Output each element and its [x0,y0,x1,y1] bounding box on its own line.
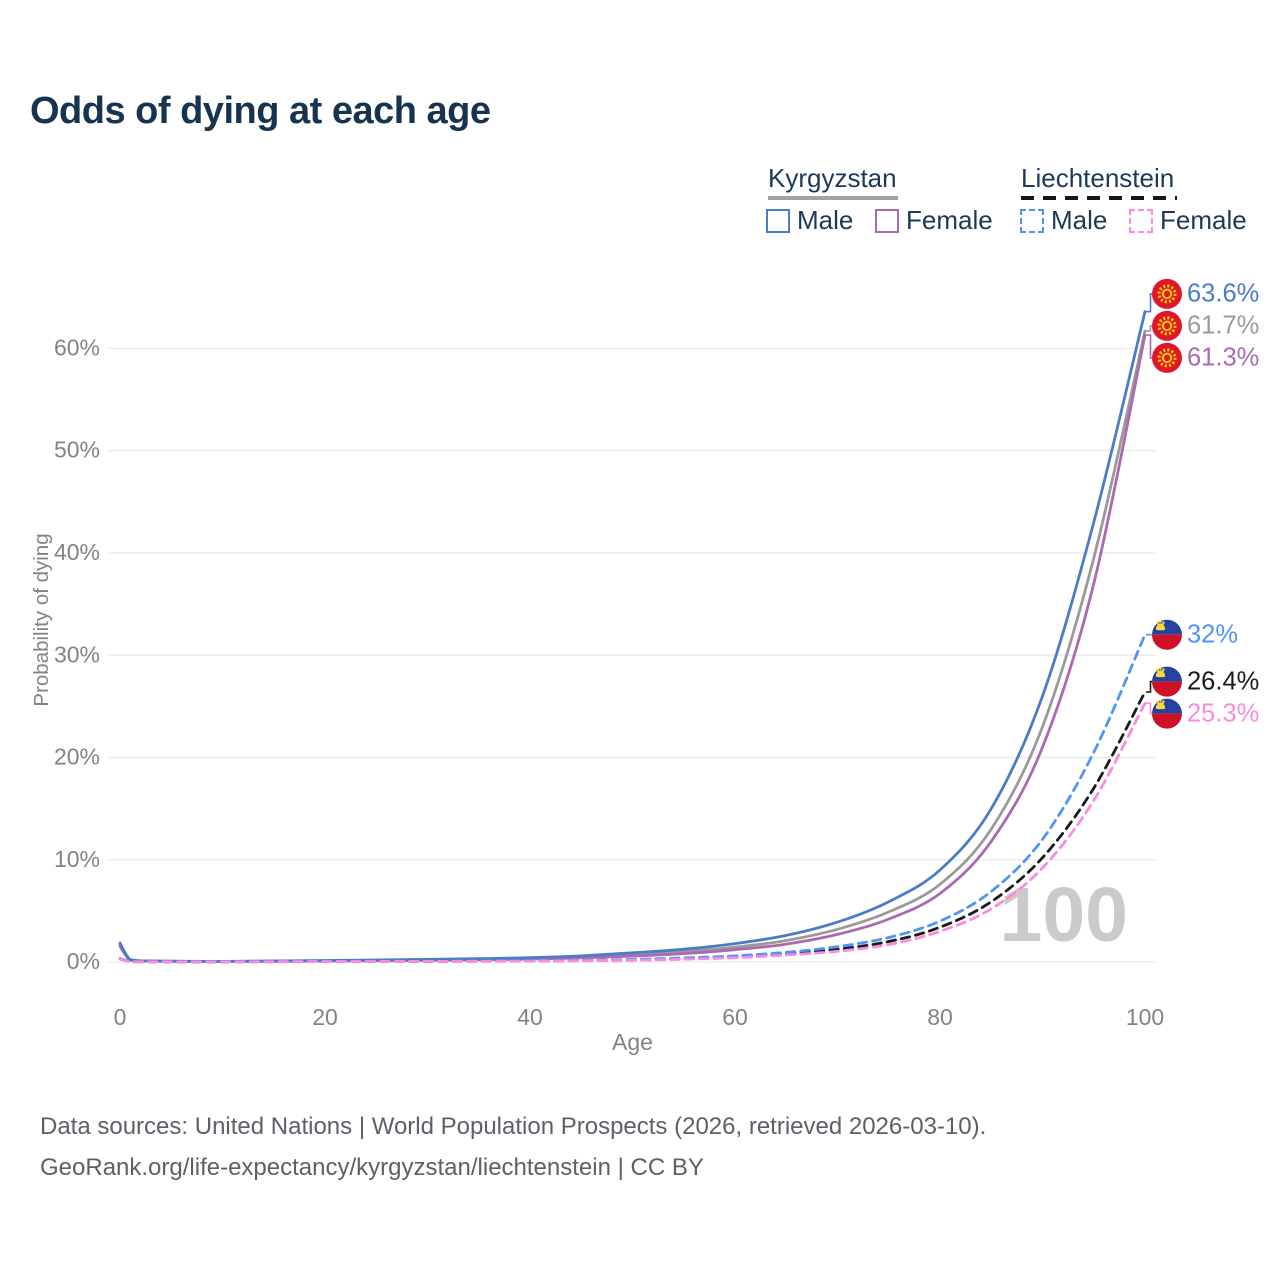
flag-kyrgyzstan-icon-kg-female [1152,342,1182,373]
leader-line-li-female [1146,702,1152,715]
legend-item-kyrgyzstan-female[interactable]: Female [875,205,993,236]
footer-data-sources: Data sources: United Nations | World Pop… [40,1113,987,1140]
legend-item-label: Male [1051,205,1108,235]
end-label-kg-male: 63.6% [1187,280,1259,308]
x-tick-label: 0 [114,1004,127,1030]
leader-line-kg-female [1146,334,1152,359]
line-li-female [118,701,1147,964]
flag-liechtenstein-icon-li-all [1152,666,1182,697]
x-axis-title: Age [612,1029,653,1055]
y-axis-title: Probability of dying [30,533,53,706]
x-tick-label: 40 [517,1004,543,1030]
legend-item-liechtenstein-female[interactable]: Female [1129,205,1247,236]
legend-item-liechtenstein-male[interactable]: Male [1020,205,1107,236]
x-tick-label: 60 [722,1004,748,1030]
legend-group-title-liechtenstein: Liechtenstein [1021,163,1175,193]
legend-group-title-kyrgyzstan: Kyrgyzstan [768,163,897,193]
leader-line-kg-all [1146,325,1152,332]
y-tick-label: 0% [67,948,100,974]
line-kg-male [118,310,1147,963]
legend-item-label: Male [797,205,854,235]
liechtenstein-male-swatch-icon [1020,208,1044,233]
watermark-age: 100 [1000,872,1128,958]
footer: Data sources: United Nations | World Pop… [40,1106,986,1188]
leader-line-li-all [1146,680,1152,693]
legend: Kyrgyzstan Male Female Liechtenstein Mal… [0,160,1280,240]
flag-kyrgyzstan-icon-kg-all [1152,310,1182,341]
end-label-li-female: 25.3% [1187,699,1259,727]
legend-underline-kyrgyzstan [768,196,898,200]
legend-underline-liechtenstein [1021,196,1177,200]
end-label-kg-female: 61.3% [1187,344,1259,372]
x-tick-label: 80 [927,1004,953,1030]
kyrgyzstan-male-swatch-icon [766,208,790,233]
line-kg-female [118,333,1147,963]
kyrgyzstan-female-swatch-icon [875,208,899,233]
line-kg-all [118,329,1147,963]
legend-item-kyrgyzstan-male[interactable]: Male [766,205,853,236]
footer-attribution: GeoRank.org/life-expectancy/kyrgyzstan/l… [40,1154,704,1181]
x-tick-label: 100 [1126,1004,1164,1030]
end-label-kg-all: 61.7% [1187,312,1259,340]
legend-item-label: Female [906,205,993,235]
liechtenstein-female-swatch-icon [1129,208,1153,233]
flag-kyrgyzstan-icon-kg-male [1152,278,1182,309]
y-tick-label: 20% [54,744,100,770]
y-tick-label: 40% [54,539,100,565]
y-tick-label: 60% [54,334,100,360]
flag-liechtenstein-icon-li-male [1152,619,1182,650]
end-label-li-all: 26.4% [1187,667,1259,695]
leader-line-kg-male [1146,293,1152,313]
y-tick-label: 50% [54,437,100,463]
end-label-li-male: 32% [1187,620,1238,648]
y-tick-label: 30% [54,641,100,667]
legend-item-label: Female [1160,205,1247,235]
line-li-male [118,633,1147,964]
page-title: Odds of dying at each age [30,90,491,132]
flag-liechtenstein-icon-li-female [1152,698,1182,729]
y-tick-label: 10% [54,846,100,872]
x-tick-label: 20 [312,1004,338,1030]
